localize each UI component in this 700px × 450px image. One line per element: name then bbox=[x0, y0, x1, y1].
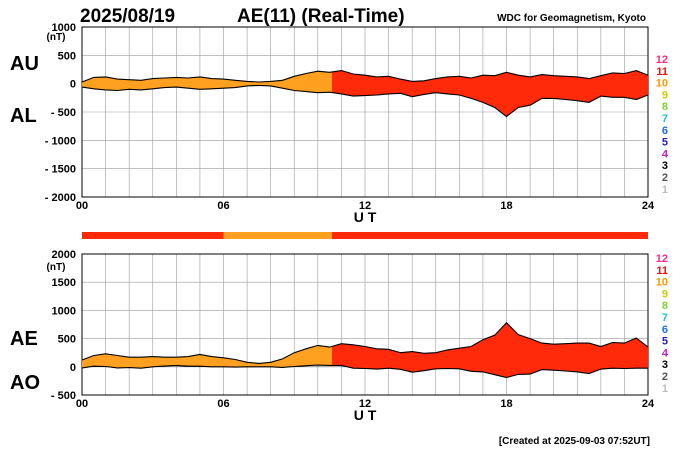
index-title: AE(11) (Real-Time) bbox=[237, 6, 405, 27]
legend-station-count: 1 bbox=[662, 383, 668, 395]
legend-station-count: 3 bbox=[662, 160, 668, 172]
ae-ao-x-ticks: 00 06 12 18 24 bbox=[76, 398, 655, 410]
station-bar-segment bbox=[82, 232, 224, 239]
plot-frame bbox=[81, 26, 649, 198]
series-line-ae bbox=[81, 322, 649, 364]
ae-ao-y-ticks: 2000 1500 1000 500 0 - 500 bbox=[51, 249, 76, 402]
legend-station-count: 9 bbox=[662, 288, 668, 300]
legend-station-count: 11 bbox=[656, 265, 668, 277]
legend-station-count: 7 bbox=[662, 312, 668, 324]
source-label: WDC for Geomagnetism, Kyoto bbox=[497, 13, 646, 24]
y-tick-label: - 500 bbox=[51, 390, 76, 402]
station-bar-segment bbox=[223, 232, 332, 239]
x-tick-label: 24 bbox=[642, 398, 655, 410]
series-line-al bbox=[81, 84, 649, 118]
area-segment bbox=[332, 70, 648, 117]
y-tick-label: - 2000 bbox=[45, 192, 76, 204]
date-title: 2025/08/19 bbox=[80, 6, 175, 27]
y-tick-label: 1500 bbox=[52, 277, 76, 289]
legend-station-count: 10 bbox=[656, 277, 668, 289]
y-unit-label: (nT) bbox=[47, 32, 66, 43]
series-line-au bbox=[81, 70, 649, 83]
legend-station-count: 6 bbox=[662, 125, 668, 137]
y-tick-label: - 500 bbox=[51, 107, 76, 119]
area-segment bbox=[82, 71, 332, 93]
legend-station-count: 4 bbox=[662, 347, 669, 359]
legend-station-count: 11 bbox=[656, 66, 668, 78]
x-tick-label: 06 bbox=[217, 200, 229, 212]
legend-station-count: 8 bbox=[662, 300, 668, 312]
x-tick-label: 00 bbox=[76, 398, 88, 410]
au-side-label: AU bbox=[10, 53, 39, 75]
al-side-label: AL bbox=[10, 105, 37, 127]
station-contribution-bar bbox=[82, 232, 648, 239]
y-tick-label: 500 bbox=[58, 50, 76, 62]
legend-station-count: 12 bbox=[656, 54, 668, 66]
station-bar-segment bbox=[331, 232, 648, 239]
x-tick-label: 24 bbox=[642, 200, 655, 212]
created-timestamp: [Created at 2025-09-03 07:52UT] bbox=[499, 436, 650, 447]
x-tick-label: 18 bbox=[500, 398, 512, 410]
legend-station-count: 2 bbox=[662, 172, 668, 184]
y-tick-label: 500 bbox=[58, 334, 76, 346]
legend-station-count: 10 bbox=[656, 78, 668, 90]
legend-station-count: 6 bbox=[662, 324, 668, 336]
ae-ao-grid bbox=[81, 253, 649, 396]
legend-station-count: 5 bbox=[662, 336, 668, 348]
y-tick-label: 2000 bbox=[52, 249, 76, 261]
y-tick-label: 1000 bbox=[52, 22, 76, 34]
au-al-y-ticks: 1000 500 0 - 500 - 1000 - 1500 - 2000 bbox=[45, 22, 76, 204]
y-tick-label: 0 bbox=[70, 362, 76, 374]
legend-station-count: 2 bbox=[662, 371, 668, 383]
y-tick-label: 1000 bbox=[52, 305, 76, 317]
series-line-ao bbox=[81, 364, 648, 379]
y-tick-label: - 1500 bbox=[45, 164, 76, 176]
ae-ao-lines bbox=[81, 322, 649, 379]
x-tick-label: 12 bbox=[359, 398, 371, 410]
x-axis-label: U T bbox=[354, 407, 377, 423]
ae-side-label: AE bbox=[10, 328, 38, 350]
au-al-x-ticks: 00 06 12 18 24 bbox=[76, 200, 655, 212]
legend-station-count: 12 bbox=[656, 253, 668, 265]
x-tick-label: 18 bbox=[500, 200, 512, 212]
y-unit-label: (nT) bbox=[47, 262, 66, 273]
legend-station-count: 7 bbox=[662, 113, 668, 125]
ao-side-label: AO bbox=[10, 372, 40, 394]
legend-station-count: 8 bbox=[662, 101, 668, 113]
y-tick-label: - 1000 bbox=[45, 135, 76, 147]
x-tick-label: 06 bbox=[217, 398, 229, 410]
legend-station-count: 4 bbox=[662, 148, 669, 160]
legend-station-count: 3 bbox=[662, 359, 668, 371]
x-axis-label: U T bbox=[354, 209, 377, 225]
legend-station-count: 1 bbox=[662, 184, 668, 196]
au-al-grid bbox=[81, 26, 649, 198]
y-tick-label: 0 bbox=[70, 79, 76, 91]
legend-station-count: 9 bbox=[662, 89, 668, 101]
au-al-areas bbox=[82, 70, 648, 117]
x-tick-label: 12 bbox=[359, 200, 371, 212]
plot-frame bbox=[81, 253, 649, 396]
legend-station-count: 5 bbox=[662, 137, 668, 149]
au-al-lines bbox=[81, 70, 649, 118]
x-tick-label: 00 bbox=[76, 200, 88, 212]
area-segment bbox=[332, 322, 648, 378]
